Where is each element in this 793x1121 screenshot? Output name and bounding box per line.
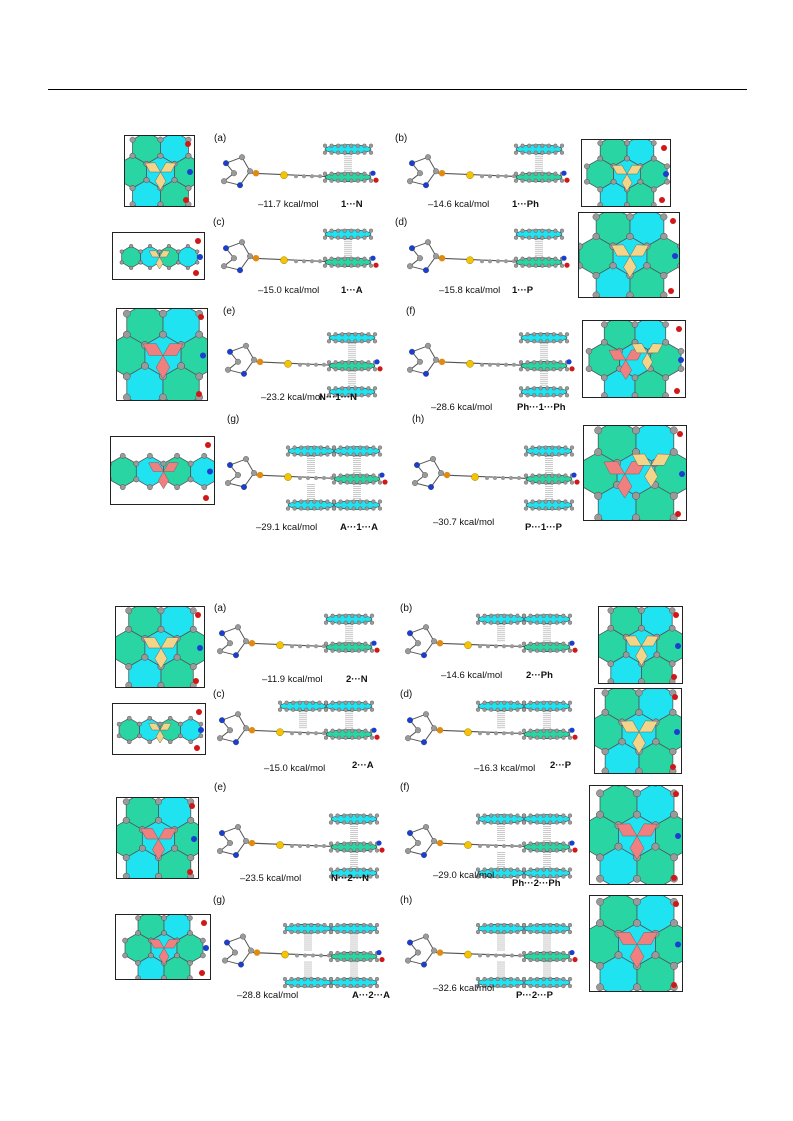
energy-2b: –14.6 kcal/mol [441, 670, 503, 681]
panel-label-2e: (e) [214, 782, 227, 793]
inset-2e [116, 797, 199, 879]
complex-1g: A···1···A [340, 522, 378, 533]
energy-2f: –29.0 kcal/mol [433, 870, 495, 881]
molecule-2e [210, 790, 390, 882]
panel-label-1b: (b) [395, 133, 408, 144]
energy-2g: –28.8 kcal/mol [237, 990, 299, 1001]
molecule-2g [215, 902, 390, 990]
molecule-2h [398, 902, 583, 990]
panel-label-1e: (e) [223, 306, 236, 317]
panel-label-1d: (d) [395, 217, 408, 228]
complex-1c: 1···A [341, 285, 363, 296]
energy-2c: –15.0 kcal/mol [264, 763, 326, 774]
complex-2h: P···2···P [516, 990, 553, 1001]
energy-2a: –11.9 kcal/mol [262, 674, 323, 685]
inset-1g [110, 436, 215, 505]
energy-1h: –30.7 kcal/mol [433, 517, 495, 528]
panel-label-1h: (h) [412, 414, 425, 425]
inset-1e [116, 308, 208, 401]
energy-2h: –32.6 kcal/mol [433, 983, 495, 994]
complex-2b: 2···Ph [526, 670, 553, 681]
header-rule [48, 89, 747, 90]
molecule-1c [214, 225, 384, 285]
complex-2f: Ph···2···Ph [512, 878, 561, 889]
inset-1h [583, 425, 687, 521]
energy-1a: –11.7 kcal/mol [258, 199, 319, 210]
energy-1d: –15.8 kcal/mol [439, 285, 501, 296]
inset-1d [578, 212, 680, 298]
molecule-2f [398, 790, 583, 882]
energy-1b: –14.6 kcal/mol [428, 199, 490, 210]
complex-1h: P···1···P [525, 522, 562, 533]
molecule-1d [400, 225, 575, 285]
complex-1a: 1···N [341, 199, 363, 210]
inset-2d [594, 688, 682, 774]
panel-label-1f: (f) [406, 306, 416, 317]
inset-1a [124, 135, 195, 207]
inset-1c [112, 232, 205, 280]
inset-2f [589, 785, 683, 885]
panel-label-2f: (f) [400, 782, 410, 793]
molecule-2d [398, 697, 583, 757]
complex-2a: 2···N [346, 674, 368, 685]
panel-label-2b: (b) [400, 603, 413, 614]
inset-2h [589, 895, 683, 992]
panel-label-1c: (c) [213, 217, 225, 228]
energy-1f: –28.6 kcal/mol [431, 402, 493, 413]
energy-1g: –29.1 kcal/mol [256, 522, 318, 533]
molecule-1e [218, 310, 388, 400]
panel-label-2d: (d) [400, 689, 413, 700]
molecule-2b [398, 610, 583, 670]
energy-2e: –23.5 kcal/mol [240, 873, 302, 884]
complex-2e: N···2···N [331, 873, 369, 884]
panel-label-2a: (a) [214, 603, 227, 614]
inset-2g [115, 914, 211, 980]
molecule-1h [405, 422, 585, 514]
panel-label-1g: (g) [227, 414, 240, 425]
panel-label-2h: (h) [400, 895, 413, 906]
complex-2d: 2···P [550, 760, 572, 771]
inset-1b [581, 139, 671, 207]
molecule-2c [210, 697, 385, 757]
energy-2d: –16.3 kcal/mol [474, 763, 536, 774]
molecule-1f [400, 310, 580, 400]
molecule-1b [400, 140, 575, 200]
panel-label-2c: (c) [213, 689, 225, 700]
molecule-2a [210, 610, 385, 670]
inset-2b [598, 606, 683, 684]
complex-2g: A···2···A [352, 990, 390, 1001]
inset-2c [112, 703, 206, 755]
inset-1f [582, 320, 686, 398]
molecule-1a [214, 140, 384, 200]
energy-1e: –23.2 kcal/mol [261, 392, 323, 403]
panel-label-2g: (g) [213, 895, 226, 906]
inset-2a [115, 606, 205, 688]
complex-1f: Ph···1···Ph [517, 402, 566, 413]
complex-2c: 2···A [352, 760, 374, 771]
complex-1d: 1···P [512, 285, 534, 296]
panel-label-1a: (a) [214, 133, 227, 144]
complex-1e: N···1···N [319, 392, 357, 403]
molecule-1g [218, 422, 393, 514]
energy-1c: –15.0 kcal/mol [258, 285, 320, 296]
complex-1b: 1···Ph [512, 199, 539, 210]
